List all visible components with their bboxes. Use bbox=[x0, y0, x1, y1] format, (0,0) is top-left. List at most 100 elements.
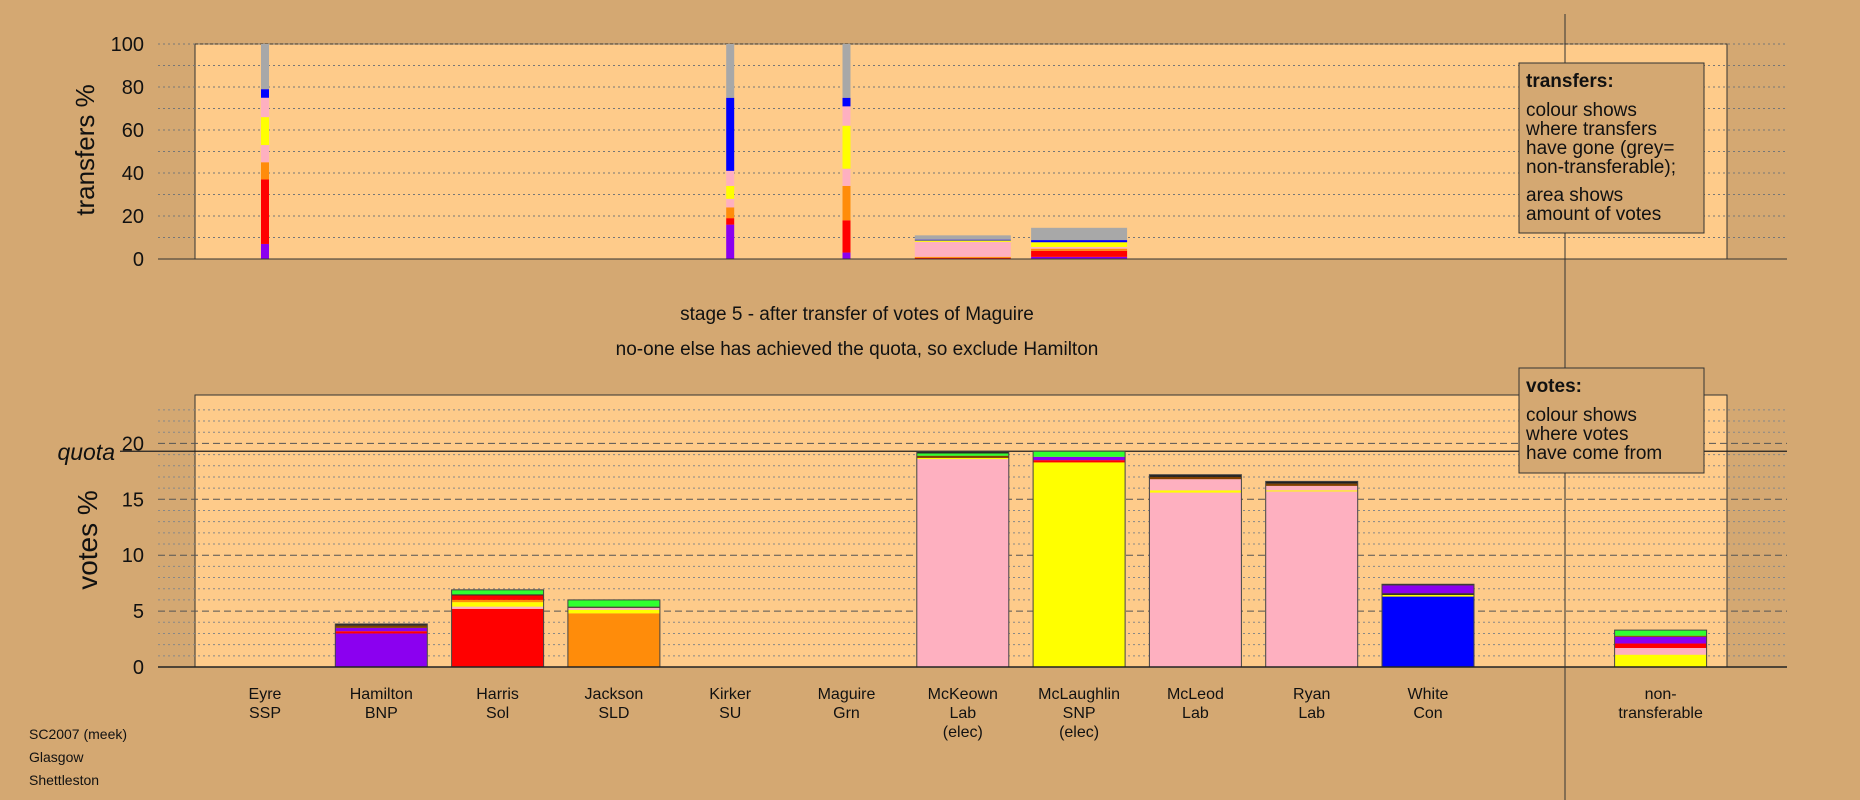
transfers-legend-line: colour shows bbox=[1526, 100, 1637, 121]
candidate-party: SSP bbox=[249, 705, 281, 722]
vote-bar bbox=[451, 589, 545, 668]
vote-segment bbox=[451, 594, 544, 596]
votes-legend: votes: colour shows where votes have com… bbox=[1518, 367, 1705, 474]
candidate-name: Jackson bbox=[585, 686, 644, 703]
vote-bar bbox=[334, 623, 428, 668]
vote-segment bbox=[1265, 485, 1358, 491]
transfer-segment bbox=[726, 97, 735, 171]
y-tick-label: 100 bbox=[111, 34, 144, 56]
transfers-legend-title: transfers: bbox=[1526, 71, 1614, 92]
vote-segment bbox=[1149, 476, 1242, 480]
vote-segment bbox=[1382, 593, 1474, 595]
vote-bar bbox=[916, 451, 1010, 668]
vote-bar bbox=[1381, 583, 1475, 668]
vote-segment bbox=[1614, 647, 1707, 655]
transfer-segment bbox=[1031, 242, 1128, 247]
vote-segment bbox=[1033, 451, 1126, 457]
y-tick-label: 0 bbox=[133, 657, 144, 679]
transfer-segment bbox=[842, 220, 851, 253]
vote-segment bbox=[916, 451, 1009, 454]
transfer-bar-kirker bbox=[726, 44, 735, 259]
footer-line: Shettleston bbox=[29, 772, 99, 788]
candidate-party: SLD bbox=[598, 705, 629, 722]
vote-bar bbox=[1148, 474, 1242, 668]
transfer-segment bbox=[1031, 250, 1128, 257]
candidate-party: Grn bbox=[833, 705, 860, 722]
quota-label: quota bbox=[57, 439, 115, 465]
vote-segment bbox=[916, 457, 1009, 460]
transfers-bars bbox=[261, 44, 1128, 259]
transfer-segment bbox=[261, 243, 269, 259]
transfer-segment bbox=[842, 185, 851, 221]
transfers-y-ticks: 0 20 40 60 80 100 bbox=[111, 34, 144, 271]
y-tick-label: 20 bbox=[122, 206, 144, 228]
vote-segment bbox=[1614, 643, 1707, 648]
votes-legend-title: votes: bbox=[1526, 376, 1582, 397]
vote-segment bbox=[1614, 636, 1707, 644]
y-tick-label: 10 bbox=[122, 545, 144, 567]
transfer-segment bbox=[726, 185, 735, 199]
vote-segment bbox=[335, 623, 428, 626]
votes-y-ticks: 0 5 10 15 20 bbox=[122, 433, 144, 679]
votes-legend-line: where votes bbox=[1525, 424, 1628, 445]
candidate-name: Maguire bbox=[818, 686, 876, 703]
transfer-segment bbox=[261, 179, 269, 244]
vote-segment bbox=[451, 599, 544, 603]
transfer-segment bbox=[726, 224, 735, 259]
vote-segment bbox=[451, 595, 544, 600]
transfer-segment bbox=[842, 252, 851, 259]
transfers-legend: transfers: colour shows where transfers … bbox=[1518, 62, 1705, 234]
transfers-grid bbox=[158, 43, 1787, 238]
vote-segment bbox=[567, 599, 660, 607]
transfer-segment bbox=[914, 240, 1011, 242]
candidate-name: White bbox=[1408, 686, 1449, 703]
candidate-name: Ryan bbox=[1293, 686, 1330, 703]
transfer-segment bbox=[842, 168, 851, 186]
vote-bar bbox=[1265, 480, 1359, 668]
candidate-party: Lab bbox=[1298, 705, 1325, 722]
candidate-party: Lab bbox=[949, 705, 976, 722]
candidate-party: Lab bbox=[1182, 705, 1209, 722]
transfer-segment bbox=[842, 106, 851, 126]
candidate-status: (elec) bbox=[943, 724, 983, 741]
votes-bars bbox=[334, 450, 1708, 668]
vote-segment bbox=[1033, 462, 1126, 667]
transfer-segment bbox=[842, 44, 851, 98]
transfers-legend-line: where transfers bbox=[1525, 119, 1657, 140]
y-tick-label: 80 bbox=[122, 77, 144, 99]
transfer-segment bbox=[261, 145, 269, 163]
y-tick-label: 20 bbox=[122, 433, 144, 455]
candidate-name: McLeod bbox=[1167, 686, 1224, 703]
transfers-legend-line: amount of votes bbox=[1526, 204, 1661, 225]
vote-segment bbox=[916, 455, 1009, 458]
transfer-segment bbox=[914, 256, 1011, 258]
transfer-segment bbox=[1031, 227, 1128, 241]
vote-segment bbox=[335, 633, 428, 667]
transfer-segment bbox=[261, 44, 269, 90]
votes-legend-line: colour shows bbox=[1526, 405, 1637, 426]
y-tick-label: 60 bbox=[122, 120, 144, 142]
vote-segment bbox=[1614, 635, 1707, 637]
transfer-segment bbox=[1031, 246, 1128, 249]
transfer-segment bbox=[726, 44, 735, 98]
vote-segment bbox=[335, 631, 428, 634]
candidate-name: Eyre bbox=[249, 686, 282, 703]
transfer-segment bbox=[1031, 256, 1128, 259]
transfer-bar-maguire bbox=[842, 44, 851, 259]
vote-segment bbox=[1265, 483, 1358, 486]
y-tick-label: 5 bbox=[133, 601, 144, 623]
candidate-labels: Eyre SSP Hamilton BNP Harris Sol Jackson SLD Kir… bbox=[249, 686, 1703, 741]
transfer-segment bbox=[1031, 240, 1128, 243]
transfer-segment bbox=[1031, 248, 1128, 251]
vote-segment bbox=[1382, 584, 1474, 586]
votes-legend-line: have come from bbox=[1526, 443, 1662, 464]
candidate-name: McKeown bbox=[928, 686, 998, 703]
y-tick-label: 0 bbox=[133, 249, 144, 271]
vote-segment bbox=[335, 627, 428, 632]
y-tick-label: 40 bbox=[122, 163, 144, 185]
candidate-party: SNP bbox=[1063, 705, 1096, 722]
transfer-segment bbox=[842, 125, 851, 169]
vote-segment bbox=[567, 606, 660, 608]
vote-segment bbox=[1265, 481, 1358, 484]
stage-caption: stage 5 - after transfer of votes of Mag… bbox=[680, 304, 1034, 325]
